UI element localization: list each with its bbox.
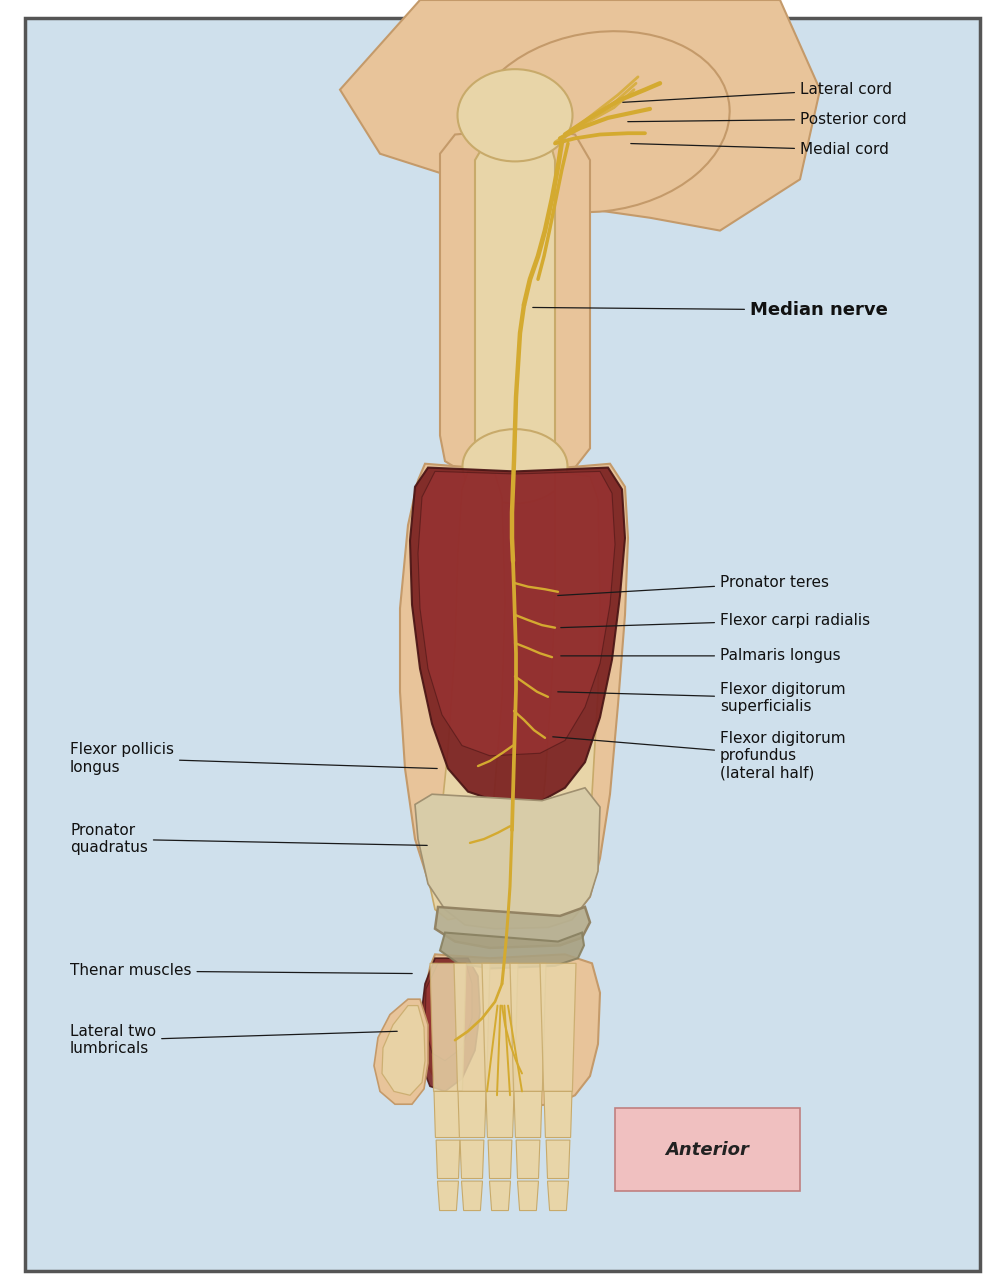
Text: Pronator
quadratus: Pronator quadratus bbox=[70, 822, 427, 856]
Polygon shape bbox=[440, 933, 584, 968]
Text: Flexor digitorum
superficialis: Flexor digitorum superficialis bbox=[558, 681, 846, 715]
Text: Flexor digitorum
profundus
(lateral half): Flexor digitorum profundus (lateral half… bbox=[553, 731, 846, 780]
Polygon shape bbox=[410, 468, 625, 801]
Polygon shape bbox=[518, 1181, 538, 1211]
Polygon shape bbox=[400, 464, 628, 927]
Ellipse shape bbox=[458, 69, 572, 161]
Ellipse shape bbox=[470, 31, 730, 213]
Polygon shape bbox=[418, 471, 615, 756]
Text: Lateral two
lumbricals: Lateral two lumbricals bbox=[70, 1024, 397, 1057]
Polygon shape bbox=[544, 1091, 572, 1138]
Polygon shape bbox=[514, 1091, 542, 1138]
Polygon shape bbox=[540, 963, 576, 1091]
Polygon shape bbox=[516, 1140, 540, 1179]
Polygon shape bbox=[382, 1006, 425, 1095]
Polygon shape bbox=[475, 135, 555, 471]
Text: Palmaris longus: Palmaris longus bbox=[561, 648, 841, 664]
Polygon shape bbox=[430, 963, 466, 1091]
Polygon shape bbox=[482, 963, 518, 1091]
Polygon shape bbox=[425, 963, 472, 1061]
FancyBboxPatch shape bbox=[615, 1108, 800, 1191]
Polygon shape bbox=[461, 1181, 482, 1211]
Polygon shape bbox=[440, 128, 590, 480]
Text: Median nerve: Median nerve bbox=[533, 301, 888, 319]
Polygon shape bbox=[415, 788, 600, 929]
Polygon shape bbox=[454, 963, 490, 1091]
Polygon shape bbox=[436, 1140, 460, 1179]
Text: Flexor pollicis
longus: Flexor pollicis longus bbox=[70, 742, 437, 775]
Polygon shape bbox=[430, 471, 505, 920]
Polygon shape bbox=[374, 999, 428, 1104]
Polygon shape bbox=[420, 958, 480, 1091]
FancyBboxPatch shape bbox=[25, 18, 980, 1271]
Polygon shape bbox=[435, 907, 590, 948]
Text: Medial cord: Medial cord bbox=[631, 142, 889, 158]
Text: Lateral cord: Lateral cord bbox=[623, 82, 892, 102]
Text: Anterior: Anterior bbox=[666, 1140, 749, 1159]
Polygon shape bbox=[530, 471, 600, 922]
Polygon shape bbox=[422, 954, 600, 1108]
Polygon shape bbox=[546, 1140, 570, 1179]
Polygon shape bbox=[438, 1181, 458, 1211]
Polygon shape bbox=[458, 1091, 486, 1138]
Text: Pronator teres: Pronator teres bbox=[558, 575, 829, 596]
Text: Posterior cord: Posterior cord bbox=[628, 111, 907, 127]
Ellipse shape bbox=[462, 429, 568, 503]
Polygon shape bbox=[548, 1181, 568, 1211]
Polygon shape bbox=[460, 1140, 484, 1179]
Polygon shape bbox=[434, 1091, 462, 1138]
Polygon shape bbox=[510, 963, 546, 1091]
Polygon shape bbox=[486, 1091, 514, 1138]
Polygon shape bbox=[340, 0, 820, 231]
Polygon shape bbox=[490, 1181, 510, 1211]
Text: Flexor carpi radialis: Flexor carpi radialis bbox=[561, 612, 870, 628]
Text: Thenar muscles: Thenar muscles bbox=[70, 963, 412, 979]
Polygon shape bbox=[488, 1140, 512, 1179]
